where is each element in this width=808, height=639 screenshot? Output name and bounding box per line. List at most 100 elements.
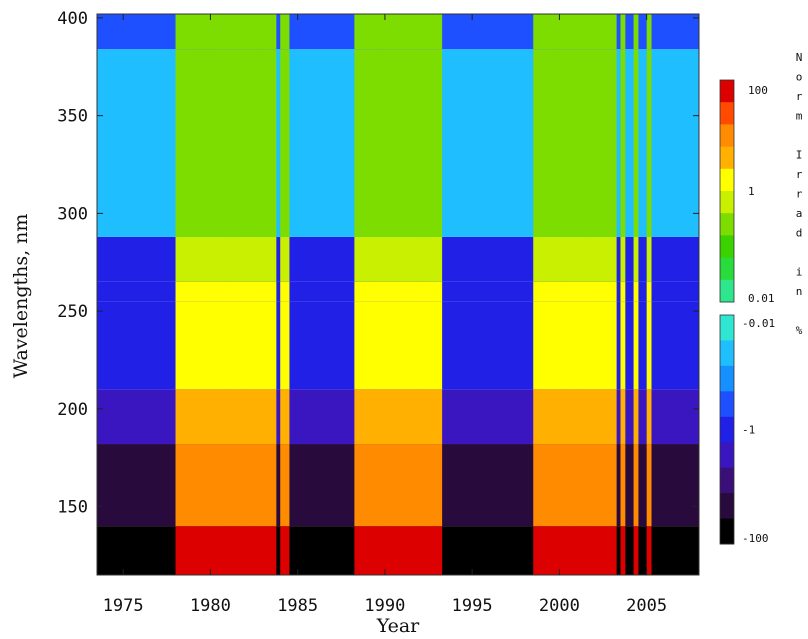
- heatmap-cell: [598, 49, 604, 237]
- heatmap-cell: [533, 236, 539, 282]
- heatmap-cell: [197, 301, 203, 390]
- heatmap-cell: [179, 281, 185, 302]
- heatmap-cell: [258, 526, 264, 575]
- heatmap-cell: [210, 389, 216, 445]
- heatmap-cell: [572, 49, 578, 237]
- heatmap-cell: [376, 444, 382, 527]
- heatmap-cell: [541, 14, 547, 50]
- heatmap-cell: [262, 526, 268, 575]
- heatmap-cell: [184, 301, 190, 390]
- heatmap-cell: [358, 49, 364, 237]
- heatmap-cell: [398, 49, 403, 237]
- heatmap-cell: [258, 14, 264, 50]
- heatmap-cell: [232, 444, 238, 527]
- heatmap-cell: [633, 49, 639, 237]
- heatmap-cell: [594, 14, 600, 50]
- heatmap-cell: [258, 49, 264, 237]
- heatmap-cell: [249, 301, 255, 390]
- heatmap-cell: [555, 49, 560, 237]
- heatmap-cell: [568, 389, 573, 445]
- heatmap-cell: [598, 14, 604, 50]
- heatmap-cell: [533, 389, 539, 445]
- heatmap-cell: [214, 14, 220, 50]
- colorbar-swatch-positive: [720, 168, 734, 192]
- heatmap-cell: [585, 49, 591, 237]
- heatmap-cell: [415, 281, 421, 302]
- heatmap-cell: [227, 389, 233, 445]
- colorbar-swatch-positive: [720, 124, 734, 148]
- heatmap-cell: [603, 281, 608, 302]
- heatmap-cell: [572, 14, 578, 50]
- heatmap-cell: [581, 281, 587, 302]
- heatmap-cell: [533, 301, 539, 390]
- heatmap-cell: [197, 49, 203, 237]
- heatmap-cell: [633, 301, 639, 390]
- heatmap-cell: [598, 389, 604, 445]
- heatmap-cell: [406, 301, 412, 390]
- heatmap-cell: [603, 444, 608, 527]
- heatmap-cell: [541, 301, 547, 390]
- heatmap-cell: [254, 281, 259, 302]
- colorbar-swatch-negative: [720, 340, 734, 367]
- heatmap-cell: [240, 14, 246, 50]
- heatmap-cell: [411, 526, 416, 575]
- heatmap-cell: [646, 236, 652, 282]
- heatmap-cell: [223, 236, 229, 282]
- heatmap-cell: [576, 236, 582, 282]
- heatmap-cell: [371, 14, 377, 50]
- heatmap-cell: [354, 14, 360, 50]
- heatmap-cell: [201, 49, 207, 237]
- heatmap-cell: [389, 389, 395, 445]
- heatmap-cell: [402, 14, 408, 50]
- heatmap-cell: [267, 236, 272, 282]
- heatmap-cell: [284, 49, 290, 237]
- heatmap-cell: [206, 444, 211, 527]
- heatmap-cell: [197, 14, 203, 50]
- colorbar-tick-label: 100: [748, 84, 768, 97]
- heatmap-cell: [376, 389, 382, 445]
- heatmap-cell: [280, 444, 286, 527]
- heatmap-cell: [437, 389, 443, 445]
- colorbar-label-char: r: [796, 188, 803, 201]
- heatmap-cell: [254, 49, 259, 237]
- heatmap-cell: [363, 301, 368, 390]
- heatmap-cell: [258, 301, 264, 390]
- heatmap-cell: [424, 389, 430, 445]
- heatmap-cell: [598, 301, 604, 390]
- heatmap-cell: [576, 389, 582, 445]
- heatmap-cell: [620, 444, 626, 527]
- heatmap-cell: [380, 301, 386, 390]
- heatmap-cell: [389, 236, 395, 282]
- heatmap-cell: [406, 14, 412, 50]
- heatmap-cell: [572, 301, 578, 390]
- heatmap-cell: [380, 444, 386, 527]
- heatmap-cell: [358, 389, 364, 445]
- colorbar-swatch-negative: [720, 416, 734, 443]
- heatmap-cell: [437, 526, 443, 575]
- heatmap-cell: [284, 236, 290, 282]
- heatmap-cell: [380, 281, 386, 302]
- heatmap-cell: [254, 14, 259, 50]
- heatmap-cell: [424, 526, 430, 575]
- heatmap-cell: [607, 389, 613, 445]
- heatmap-cell: [415, 526, 421, 575]
- colorbar-tick-label: -1: [742, 424, 755, 437]
- heatmap-cell: [236, 526, 242, 575]
- heatmap-cell: [415, 301, 421, 390]
- heatmap-cell: [589, 301, 595, 390]
- heatmap-cell: [223, 49, 229, 237]
- x-axis: 1975 1980 1985 1990 1995 2000 2005: [103, 14, 667, 616]
- heatmap-cell: [581, 301, 587, 390]
- heatmap-cell: [179, 14, 185, 50]
- colorbar-swatch-positive: [720, 213, 734, 236]
- x-tick-label: 1995: [452, 596, 493, 616]
- heatmap-cell: [607, 236, 613, 282]
- heatmap-cell: [227, 281, 233, 302]
- heatmap-cell: [384, 301, 390, 390]
- heatmap-cell: [245, 389, 251, 445]
- heatmap-cell: [254, 444, 259, 527]
- heatmap-cell: [367, 281, 373, 302]
- heatmap-cell: [424, 236, 430, 282]
